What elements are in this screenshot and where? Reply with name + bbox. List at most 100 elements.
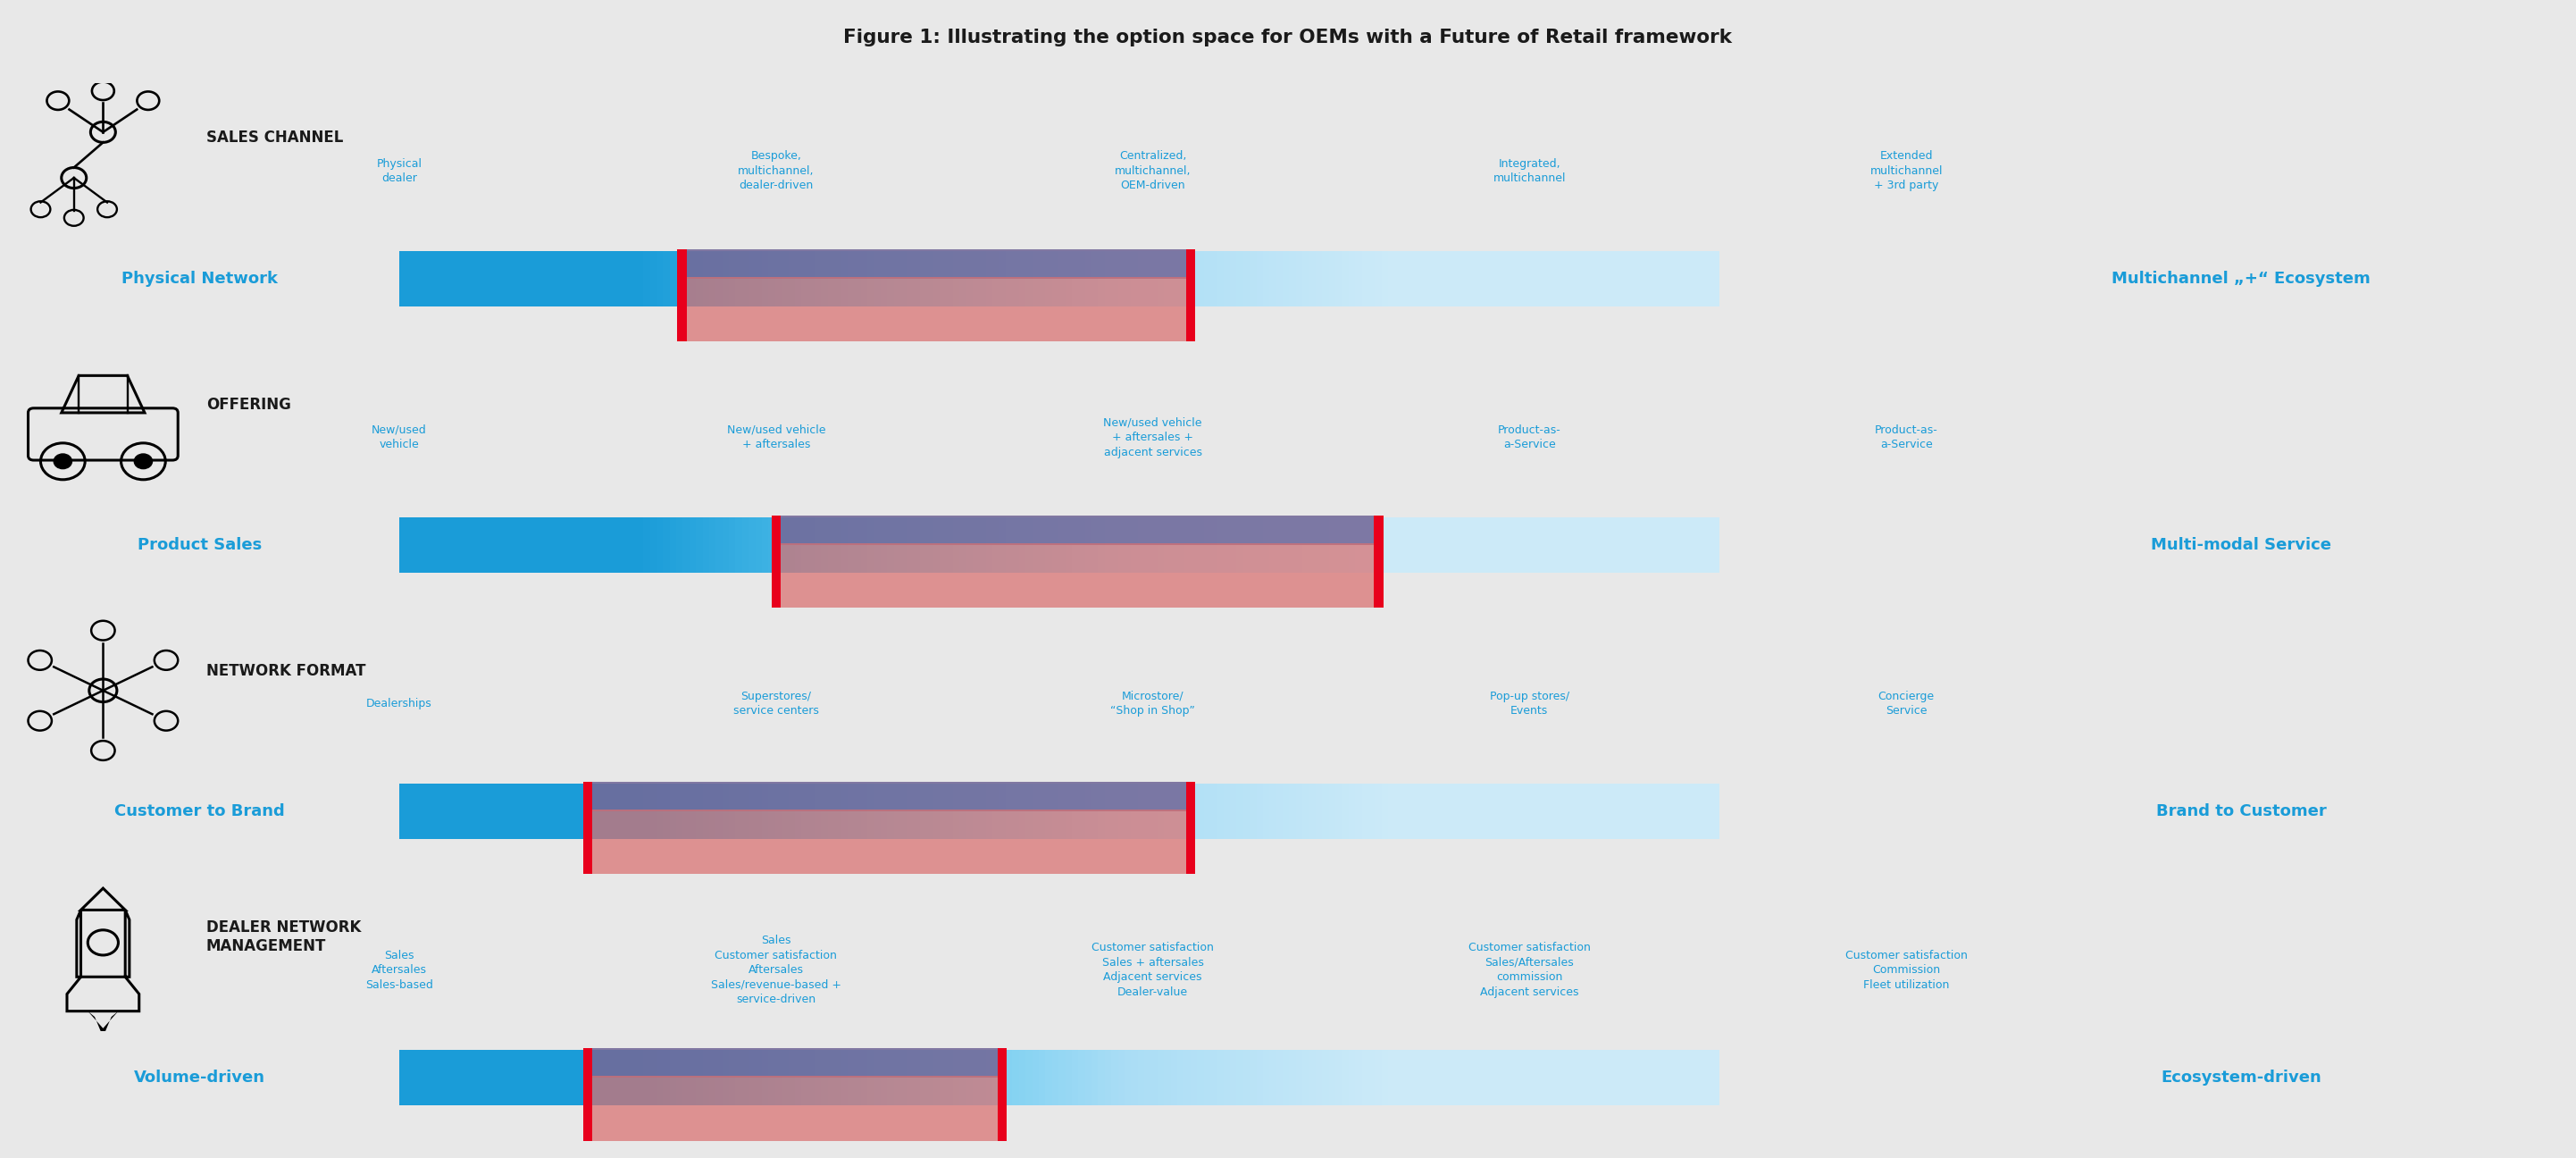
- Bar: [531, 518, 538, 573]
- Bar: [1321, 784, 1329, 840]
- Bar: [796, 1050, 804, 1106]
- Bar: [497, 251, 505, 307]
- Bar: [1533, 784, 1540, 840]
- Bar: [1118, 1050, 1126, 1106]
- Bar: [987, 518, 994, 573]
- Bar: [1262, 251, 1270, 307]
- Bar: [683, 784, 690, 840]
- Bar: [1520, 784, 1528, 840]
- Bar: [1481, 518, 1489, 573]
- Bar: [721, 518, 729, 573]
- Bar: [1249, 518, 1257, 573]
- Bar: [848, 784, 855, 840]
- Bar: [1553, 784, 1561, 840]
- Bar: [755, 251, 762, 307]
- Bar: [677, 249, 685, 350]
- Bar: [1566, 518, 1574, 573]
- Bar: [1613, 784, 1620, 840]
- Bar: [788, 784, 796, 840]
- Bar: [690, 784, 698, 840]
- Bar: [1105, 518, 1113, 573]
- Text: OFFERING: OFFERING: [206, 396, 291, 412]
- Bar: [407, 518, 415, 573]
- Bar: [907, 1050, 914, 1106]
- Bar: [644, 784, 652, 840]
- Bar: [1316, 784, 1324, 840]
- Bar: [1185, 784, 1193, 840]
- Bar: [1646, 251, 1654, 307]
- Bar: [1448, 518, 1455, 573]
- Bar: [649, 784, 657, 840]
- Bar: [1587, 784, 1595, 840]
- Bar: [1157, 251, 1164, 307]
- Bar: [603, 1050, 611, 1106]
- Bar: [1334, 251, 1342, 307]
- Bar: [438, 251, 446, 307]
- Bar: [1355, 784, 1363, 840]
- Bar: [1574, 784, 1582, 840]
- Bar: [961, 1050, 969, 1106]
- Bar: [788, 1050, 796, 1106]
- Bar: [775, 543, 1378, 616]
- Bar: [1618, 784, 1628, 840]
- Bar: [1520, 1050, 1528, 1106]
- Bar: [1139, 518, 1146, 573]
- Bar: [1363, 784, 1370, 840]
- Bar: [827, 784, 835, 840]
- Bar: [1363, 251, 1370, 307]
- Bar: [974, 784, 981, 840]
- Bar: [750, 251, 757, 307]
- Bar: [526, 518, 533, 573]
- Bar: [1558, 518, 1569, 573]
- Bar: [1164, 251, 1172, 307]
- Bar: [1579, 251, 1587, 307]
- Bar: [1363, 1050, 1370, 1106]
- Bar: [1275, 251, 1283, 307]
- Bar: [1710, 251, 1718, 307]
- Bar: [1618, 251, 1628, 307]
- Bar: [703, 518, 711, 573]
- Bar: [1020, 518, 1028, 573]
- Bar: [1468, 1050, 1476, 1106]
- Bar: [945, 518, 953, 573]
- Bar: [1625, 251, 1633, 307]
- Bar: [675, 251, 685, 307]
- Bar: [425, 784, 433, 840]
- Bar: [1540, 518, 1548, 573]
- Bar: [1350, 784, 1358, 840]
- Text: Multichannel „+“ Ecosystem: Multichannel „+“ Ecosystem: [2112, 271, 2370, 287]
- Bar: [1198, 784, 1206, 840]
- Text: SALES CHANNEL: SALES CHANNEL: [206, 130, 343, 146]
- Bar: [1646, 518, 1654, 573]
- Bar: [848, 1050, 855, 1106]
- Bar: [1422, 784, 1430, 840]
- Bar: [1435, 1050, 1443, 1106]
- Bar: [1381, 251, 1388, 307]
- Bar: [1587, 518, 1595, 573]
- Bar: [1190, 784, 1198, 840]
- Bar: [1414, 1050, 1422, 1106]
- Bar: [1672, 1050, 1680, 1106]
- Bar: [840, 1050, 850, 1106]
- Bar: [1368, 784, 1376, 840]
- Bar: [840, 784, 850, 840]
- Bar: [1144, 518, 1151, 573]
- Bar: [531, 251, 538, 307]
- Bar: [940, 1050, 948, 1106]
- Bar: [1638, 518, 1646, 573]
- Bar: [822, 518, 829, 573]
- Bar: [1296, 784, 1303, 840]
- Bar: [1461, 1050, 1468, 1106]
- Bar: [420, 518, 428, 573]
- Bar: [1461, 784, 1468, 840]
- Bar: [1334, 518, 1342, 573]
- Text: Product Sales: Product Sales: [137, 537, 263, 554]
- Bar: [657, 1050, 665, 1106]
- Bar: [1388, 784, 1396, 840]
- Bar: [518, 518, 526, 573]
- Bar: [1296, 251, 1303, 307]
- Bar: [611, 1050, 618, 1106]
- Bar: [1528, 518, 1535, 573]
- Bar: [945, 784, 953, 840]
- Bar: [1363, 518, 1370, 573]
